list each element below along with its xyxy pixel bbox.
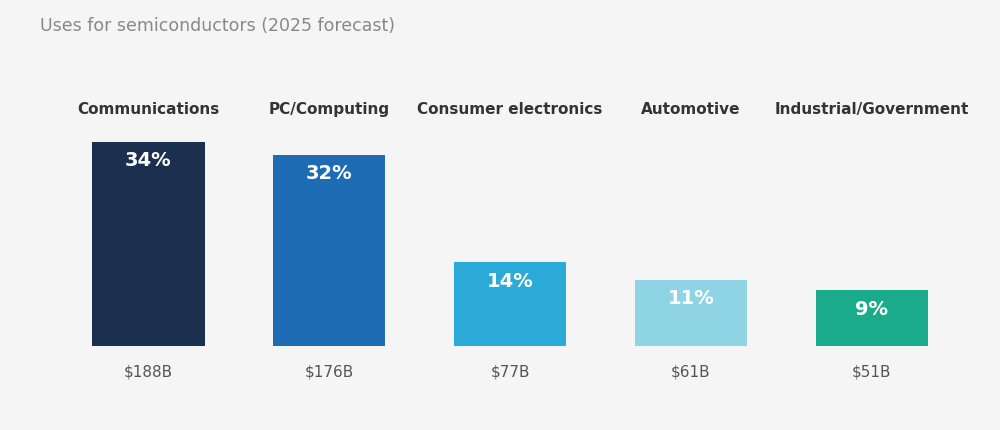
Text: $51B: $51B xyxy=(852,363,891,378)
Text: Consumer electronics: Consumer electronics xyxy=(417,101,603,117)
Text: Automotive: Automotive xyxy=(641,101,741,117)
Text: Communications: Communications xyxy=(77,101,220,117)
Bar xyxy=(92,142,205,346)
Text: $188B: $188B xyxy=(124,363,173,378)
Text: PC/Computing: PC/Computing xyxy=(269,101,390,117)
Text: $176B: $176B xyxy=(305,363,354,378)
Text: $61B: $61B xyxy=(671,363,711,378)
Bar xyxy=(635,280,747,346)
Bar xyxy=(273,155,385,346)
Bar xyxy=(454,263,566,346)
Text: 32%: 32% xyxy=(306,164,353,183)
Text: 14%: 14% xyxy=(487,271,533,290)
Text: $77B: $77B xyxy=(490,363,530,378)
Text: Uses for semiconductors (2025 forecast): Uses for semiconductors (2025 forecast) xyxy=(40,17,395,35)
Text: 11%: 11% xyxy=(667,289,714,307)
Bar xyxy=(816,291,928,346)
Text: 34%: 34% xyxy=(125,151,172,170)
Text: 9%: 9% xyxy=(855,299,888,318)
Text: Industrial/Government: Industrial/Government xyxy=(774,101,969,117)
